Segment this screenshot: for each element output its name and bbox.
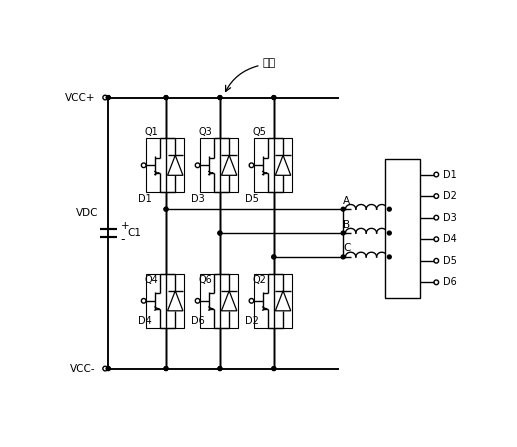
Text: D1: D1: [138, 194, 151, 204]
Text: VCC+: VCC+: [65, 93, 95, 102]
Circle shape: [272, 367, 276, 371]
Text: D3: D3: [443, 213, 457, 223]
Circle shape: [164, 207, 168, 211]
Text: -: -: [120, 233, 125, 246]
Text: A: A: [343, 196, 351, 206]
Text: D2: D2: [246, 316, 259, 326]
Text: 机: 机: [400, 237, 406, 247]
Text: Q2: Q2: [252, 275, 266, 285]
Bar: [254, 274, 292, 328]
Text: B: B: [343, 219, 351, 230]
Circle shape: [272, 255, 276, 259]
Bar: [146, 138, 185, 192]
Text: C: C: [343, 244, 351, 253]
Text: VDC: VDC: [76, 208, 99, 218]
Circle shape: [272, 367, 276, 371]
Circle shape: [341, 231, 345, 235]
Circle shape: [272, 96, 276, 99]
Text: 母线: 母线: [262, 58, 276, 68]
Circle shape: [164, 96, 168, 99]
Circle shape: [107, 96, 110, 99]
Text: Q6: Q6: [199, 275, 212, 285]
Text: VCC-: VCC-: [70, 363, 95, 374]
Circle shape: [164, 96, 168, 99]
Circle shape: [107, 96, 110, 99]
Circle shape: [387, 207, 391, 211]
Circle shape: [218, 367, 222, 371]
Circle shape: [218, 231, 222, 235]
Text: Q4: Q4: [145, 275, 158, 285]
Text: D4: D4: [138, 316, 151, 326]
Bar: [200, 274, 238, 328]
Text: D5: D5: [443, 256, 457, 266]
Circle shape: [107, 367, 110, 371]
Text: Q1: Q1: [145, 127, 158, 137]
Circle shape: [387, 231, 391, 235]
Text: D3: D3: [191, 194, 205, 204]
Text: 片: 片: [400, 224, 406, 233]
Circle shape: [341, 255, 345, 259]
Text: Q5: Q5: [252, 127, 266, 137]
Circle shape: [341, 207, 345, 211]
Text: 单: 单: [400, 210, 406, 219]
Text: Q3: Q3: [199, 127, 212, 137]
Circle shape: [272, 96, 276, 99]
Text: D4: D4: [443, 234, 457, 244]
Bar: [386, 159, 420, 298]
Circle shape: [107, 367, 110, 371]
Circle shape: [387, 255, 391, 259]
Circle shape: [164, 207, 168, 211]
Text: D1: D1: [443, 169, 457, 180]
Circle shape: [164, 367, 168, 371]
Circle shape: [218, 96, 222, 99]
Bar: [200, 138, 238, 192]
Circle shape: [272, 255, 276, 259]
Text: D2: D2: [443, 191, 457, 201]
Circle shape: [218, 367, 222, 371]
Bar: [146, 274, 185, 328]
Circle shape: [218, 96, 222, 99]
Text: D6: D6: [191, 316, 205, 326]
Text: D6: D6: [443, 277, 457, 287]
Text: D5: D5: [246, 194, 259, 204]
Text: +: +: [120, 221, 129, 231]
Circle shape: [218, 231, 222, 235]
Circle shape: [164, 367, 168, 371]
Bar: [254, 138, 292, 192]
Text: C1: C1: [128, 228, 142, 238]
